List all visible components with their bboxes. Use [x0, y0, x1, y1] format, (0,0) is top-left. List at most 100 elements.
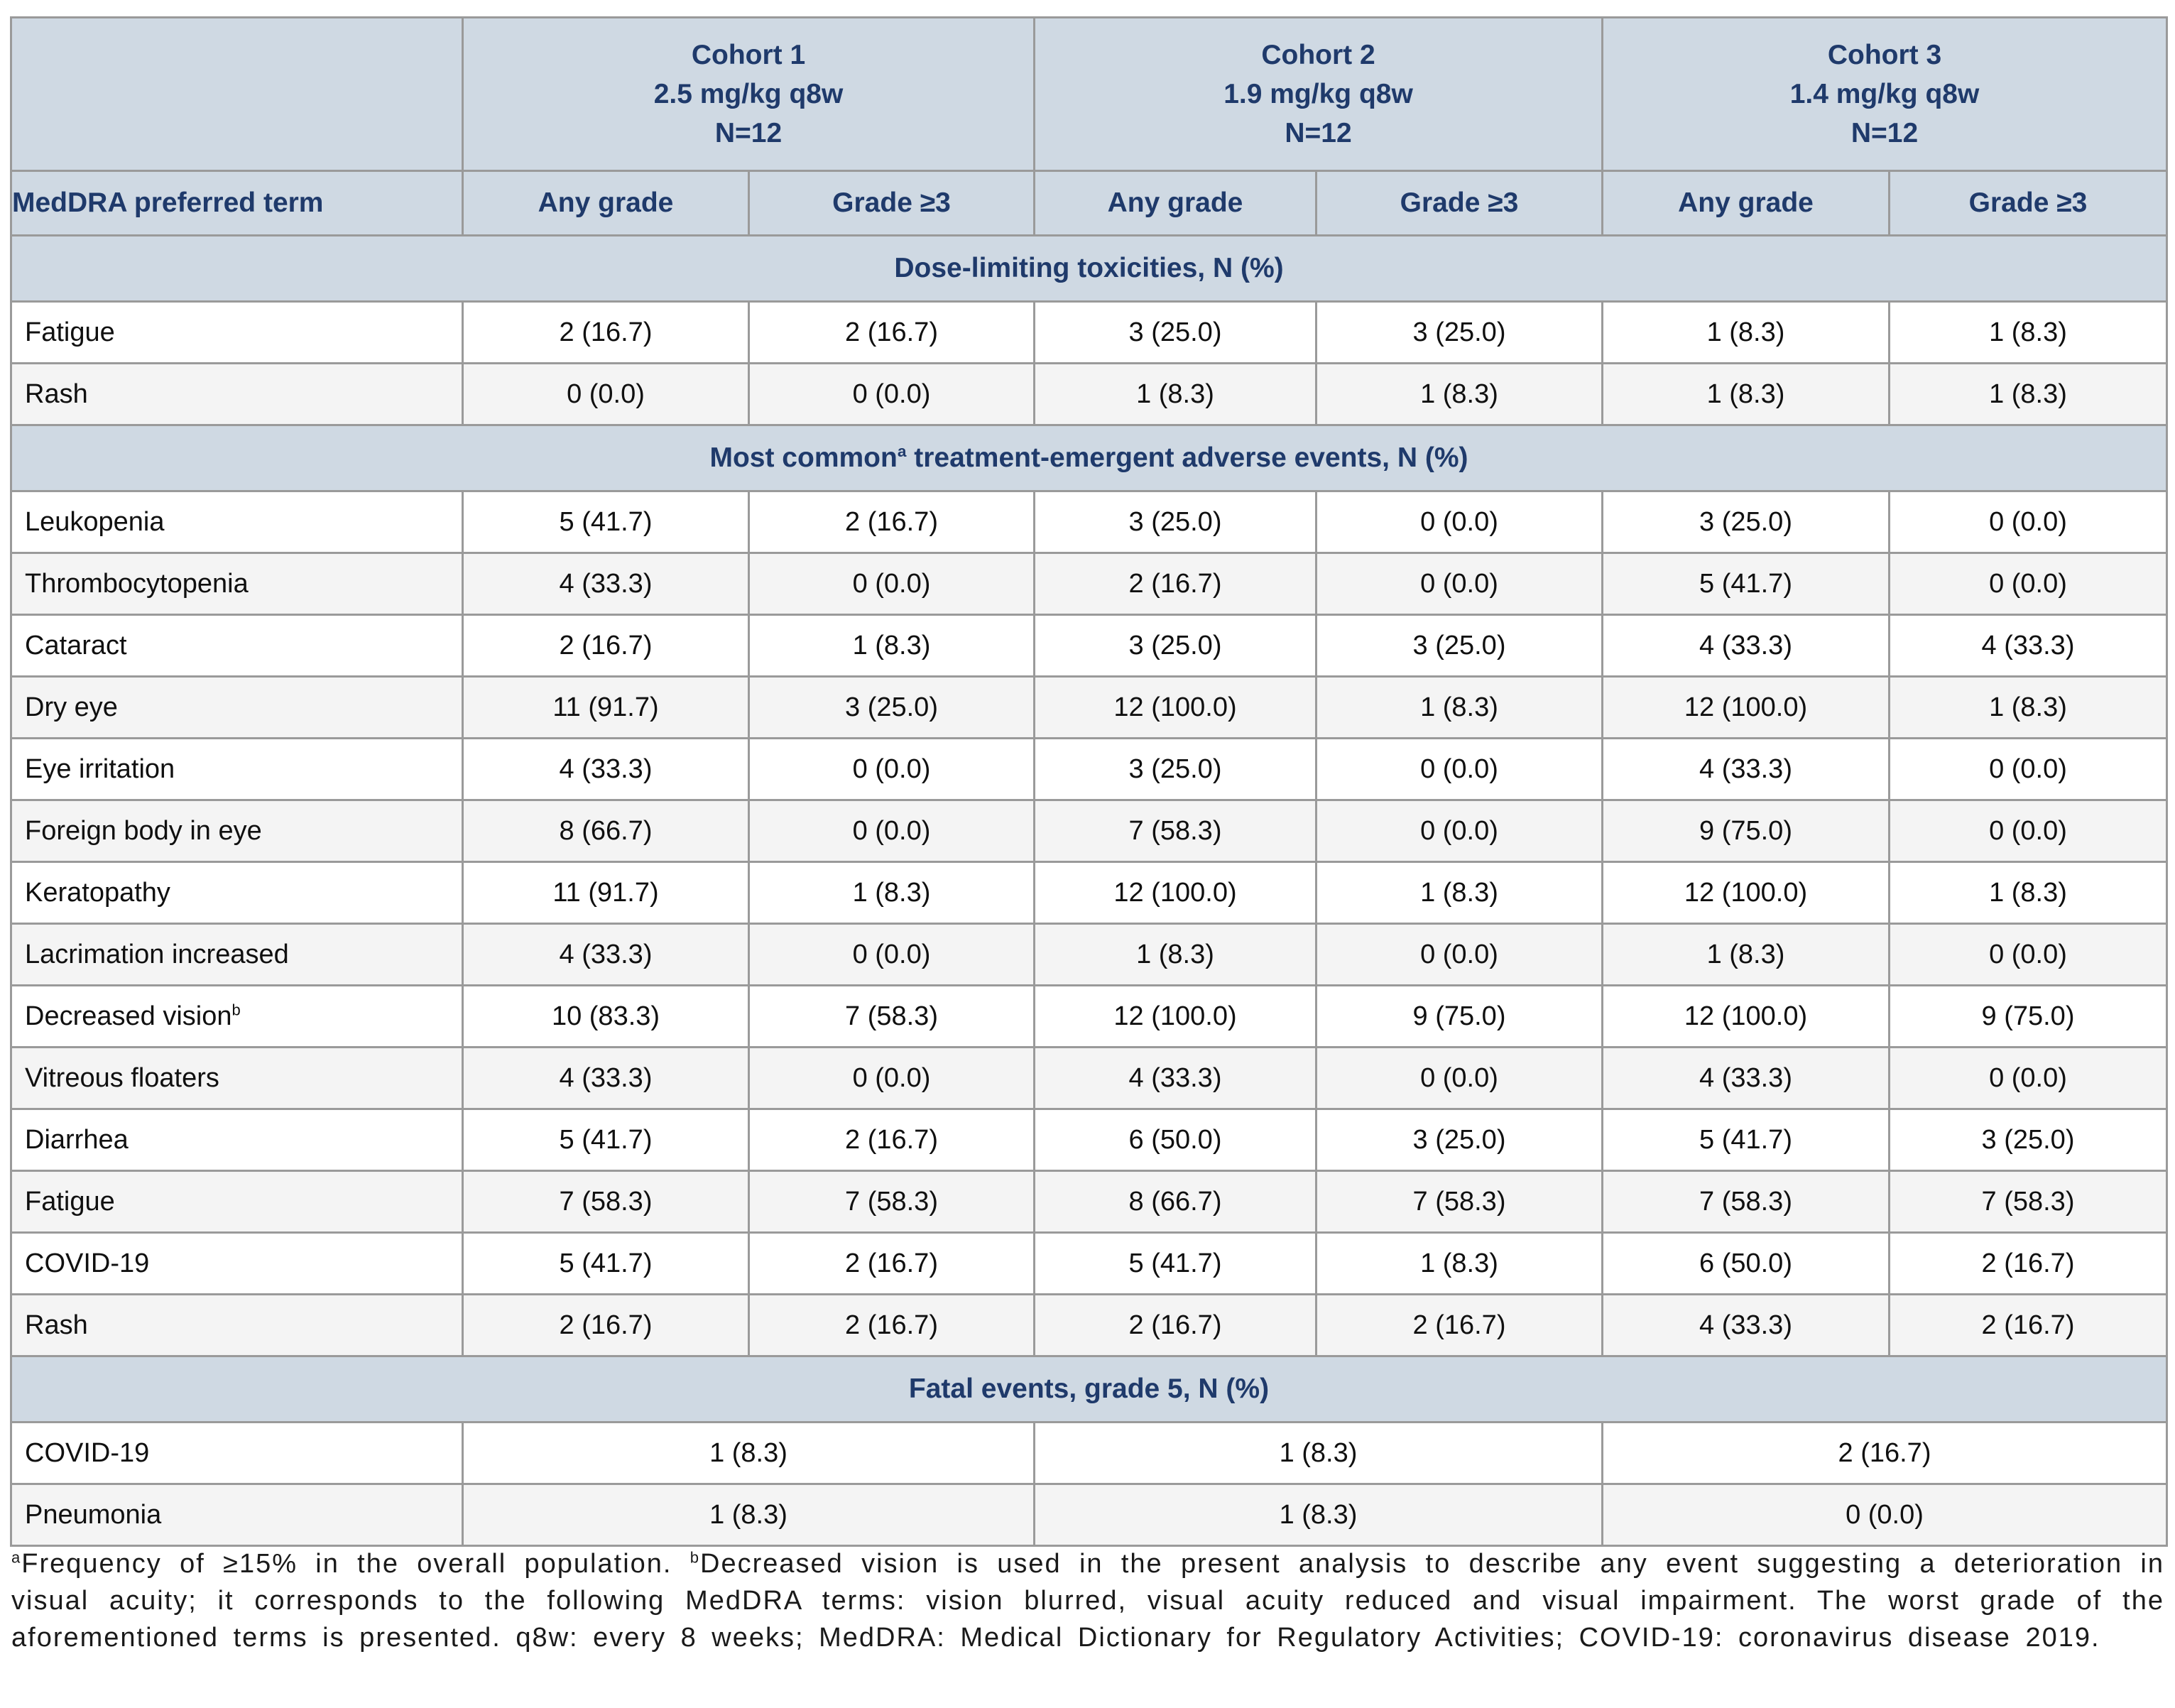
value-cell: 4 (33.3) [1601, 1046, 1890, 1110]
term-label: COVID-19 [25, 1437, 150, 1468]
value-cell: 8 (66.7) [462, 799, 750, 863]
footnote-text-a: Frequency of ≥15% in the overall populat… [21, 1549, 690, 1579]
table-row: Decreased visionb 10 (83.3) 7 (58.3) 12 (10… [10, 984, 2168, 1048]
term-cell: COVID-19 [10, 1421, 464, 1485]
section-header-row: Most commona treatment-emergent adverse … [10, 424, 2168, 492]
table-row: Vitreous floaters 4 (33.3) 0 (0.0) 4 (33.3)… [10, 1046, 2168, 1110]
term-cell: Cataract [10, 614, 464, 678]
value-cell: 2 (16.7) [1888, 1231, 2168, 1295]
section-title-superscript: a [897, 442, 907, 460]
value-cell: 7 (58.3) [1315, 1170, 1603, 1234]
value-cell: 4 (33.3) [1033, 1046, 1317, 1110]
term-label: Diarrhea [25, 1124, 129, 1155]
term-cell: Eye irritation [10, 737, 464, 801]
value-cell: 11 (91.7) [462, 675, 750, 739]
value-cell: 3 (25.0) [1601, 490, 1890, 554]
value-cell: 7 (58.3) [462, 1170, 750, 1234]
table-row: Keratopathy 11 (91.7) 1 (8.3) 12 (100.0) 1 (… [10, 861, 2168, 925]
cohort-1-title: Cohort 1 [691, 40, 806, 70]
grade-ge3-header: Grade ≥3 [1888, 170, 2168, 236]
grade-ge3-header: Grade ≥3 [748, 170, 1035, 236]
value-cell: 12 (100.0) [1601, 675, 1890, 739]
value-cell: 0 (0.0) [1888, 799, 2168, 863]
value-cell: 0 (0.0) [1888, 737, 2168, 801]
term-cell: Lacrimation increased [10, 923, 464, 986]
table-row: Pneumonia 1 (8.3) 1 (8.3) 0 (0.0) [10, 1483, 2168, 1547]
cohort-2-title: Cohort 2 [1261, 40, 1375, 70]
value-cell: 7 (58.3) [748, 984, 1035, 1048]
term-label: Fatigue [25, 317, 115, 347]
value-cell: 2 (16.7) [462, 614, 750, 678]
cohort-1-header: Cohort 1 2.5 mg/kg q8w N=12 [462, 16, 1035, 172]
value-cell: 2 (16.7) [1601, 1421, 2168, 1485]
value-cell: 1 (8.3) [1033, 923, 1317, 986]
cohort-3-n: N=12 [1850, 118, 1919, 148]
value-cell: 4 (33.3) [462, 1046, 750, 1110]
value-cell: 1 (8.3) [1601, 300, 1890, 364]
term-label: Rash [25, 1310, 88, 1340]
term-cell: Rash [10, 362, 464, 426]
term-cell: COVID-19 [10, 1231, 464, 1295]
value-cell: 12 (100.0) [1033, 984, 1317, 1048]
value-cell: 6 (50.0) [1033, 1108, 1317, 1172]
value-cell: 2 (16.7) [748, 1108, 1035, 1172]
value-cell: 0 (0.0) [1315, 799, 1603, 863]
value-cell: 6 (50.0) [1601, 1231, 1890, 1295]
value-cell: 12 (100.0) [1601, 984, 1890, 1048]
table-row: Cataract 2 (16.7) 1 (8.3) 3 (25.0) 3 (25.0) 4… [10, 614, 2168, 678]
value-cell: 1 (8.3) [1033, 362, 1317, 426]
term-cell: Leukopenia [10, 490, 464, 554]
value-cell: 0 (0.0) [1888, 490, 2168, 554]
value-cell: 7 (58.3) [1033, 799, 1317, 863]
term-cell: Dry eye [10, 675, 464, 739]
value-cell: 0 (0.0) [748, 923, 1035, 986]
value-cell: 1 (8.3) [748, 614, 1035, 678]
term-cell: Pneumonia [10, 1483, 464, 1547]
value-cell: 3 (25.0) [1033, 300, 1317, 364]
footnote-marker-b: b [689, 1548, 701, 1567]
value-cell: 3 (25.0) [1033, 614, 1317, 678]
term-label: Foreign body in eye [25, 815, 262, 846]
value-cell: 5 (41.7) [462, 490, 750, 554]
term-cell: Fatigue [10, 1170, 464, 1234]
value-cell: 3 (25.0) [1315, 300, 1603, 364]
value-cell: 3 (25.0) [1033, 490, 1317, 554]
value-cell: 2 (16.7) [462, 1293, 750, 1357]
value-cell: 1 (8.3) [1033, 1421, 1603, 1485]
value-cell: 0 (0.0) [1315, 552, 1603, 616]
footnote: aFrequency of ≥15% in the overall popula… [11, 1545, 2164, 1656]
value-cell: 1 (8.3) [1601, 923, 1890, 986]
value-cell: 1 (8.3) [1315, 861, 1603, 925]
value-cell: 7 (58.3) [748, 1170, 1035, 1234]
term-label: Pneumonia [25, 1499, 162, 1530]
section-title-text: Fatal events, grade 5, N (%) [908, 1374, 1270, 1404]
value-cell: 3 (25.0) [1315, 1108, 1603, 1172]
table-row: COVID-19 5 (41.7) 2 (16.7) 5 (41.7) 1 (8.3) 6… [10, 1231, 2168, 1295]
term-cell: Fatigue [10, 300, 464, 364]
table-row: Rash 0 (0.0) 0 (0.0) 1 (8.3) 1 (8.3) 1 (8.3) 1… [10, 362, 2168, 426]
value-cell: 2 (16.7) [1033, 1293, 1317, 1357]
term-cell: Thrombocytopenia [10, 552, 464, 616]
value-cell: 0 (0.0) [1888, 552, 2168, 616]
value-cell: 2 (16.7) [1888, 1293, 2168, 1357]
value-cell: 3 (25.0) [1888, 1108, 2168, 1172]
column-header-row: MedDRA preferred term Any grade Grade ≥3… [10, 170, 2168, 236]
value-cell: 4 (33.3) [1601, 1293, 1890, 1357]
any-grade-header: Any grade [1601, 170, 1890, 236]
value-cell: 1 (8.3) [462, 1483, 1035, 1547]
value-cell: 1 (8.3) [1315, 1231, 1603, 1295]
cohort-2-dose: 1.9 mg/kg q8w [1223, 79, 1413, 109]
cohort-1-dose: 2.5 mg/kg q8w [653, 79, 844, 109]
value-cell: 2 (16.7) [748, 300, 1035, 364]
value-cell: 9 (75.0) [1888, 984, 2168, 1048]
value-cell: 1 (8.3) [1033, 1483, 1603, 1547]
value-cell: 0 (0.0) [1315, 490, 1603, 554]
value-cell: 5 (41.7) [1033, 1231, 1317, 1295]
term-label: Lacrimation increased [25, 939, 289, 969]
term-cell: Foreign body in eye [10, 799, 464, 863]
value-cell: 12 (100.0) [1601, 861, 1890, 925]
meddra-term-header: MedDRA preferred term [10, 170, 464, 236]
section-title: Fatal events, grade 5, N (%) [10, 1355, 2168, 1423]
term-superscript: b [231, 1000, 241, 1018]
footnote-text-b: Decreased vision is used in the present … [11, 1549, 2164, 1653]
